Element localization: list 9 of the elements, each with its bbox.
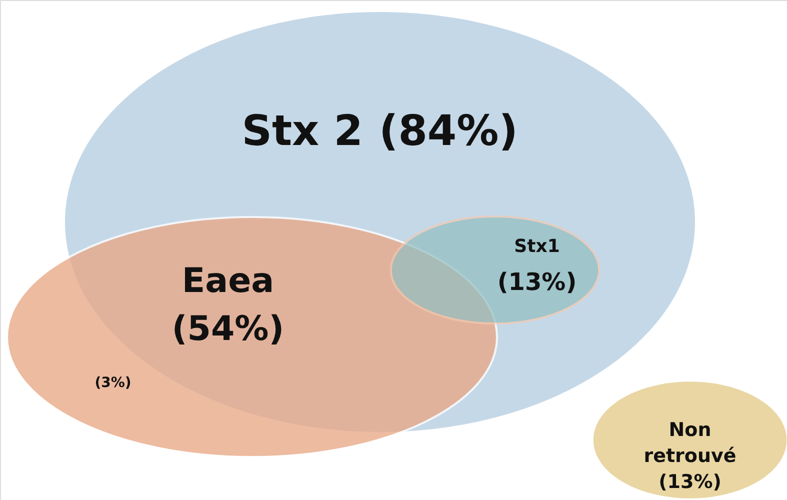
data-label: (13%)	[497, 268, 577, 296]
data-label: (13%)	[658, 471, 722, 493]
category-label: Eaea	[182, 261, 274, 301]
category-label: Stx 2	[242, 106, 363, 155]
data-label: (84%)	[379, 106, 518, 155]
text: (3%)	[94, 375, 132, 391]
category-label: Non retrouvé	[644, 419, 736, 467]
data-label: (54%)	[172, 309, 284, 349]
category-label: Stx1	[514, 236, 560, 257]
